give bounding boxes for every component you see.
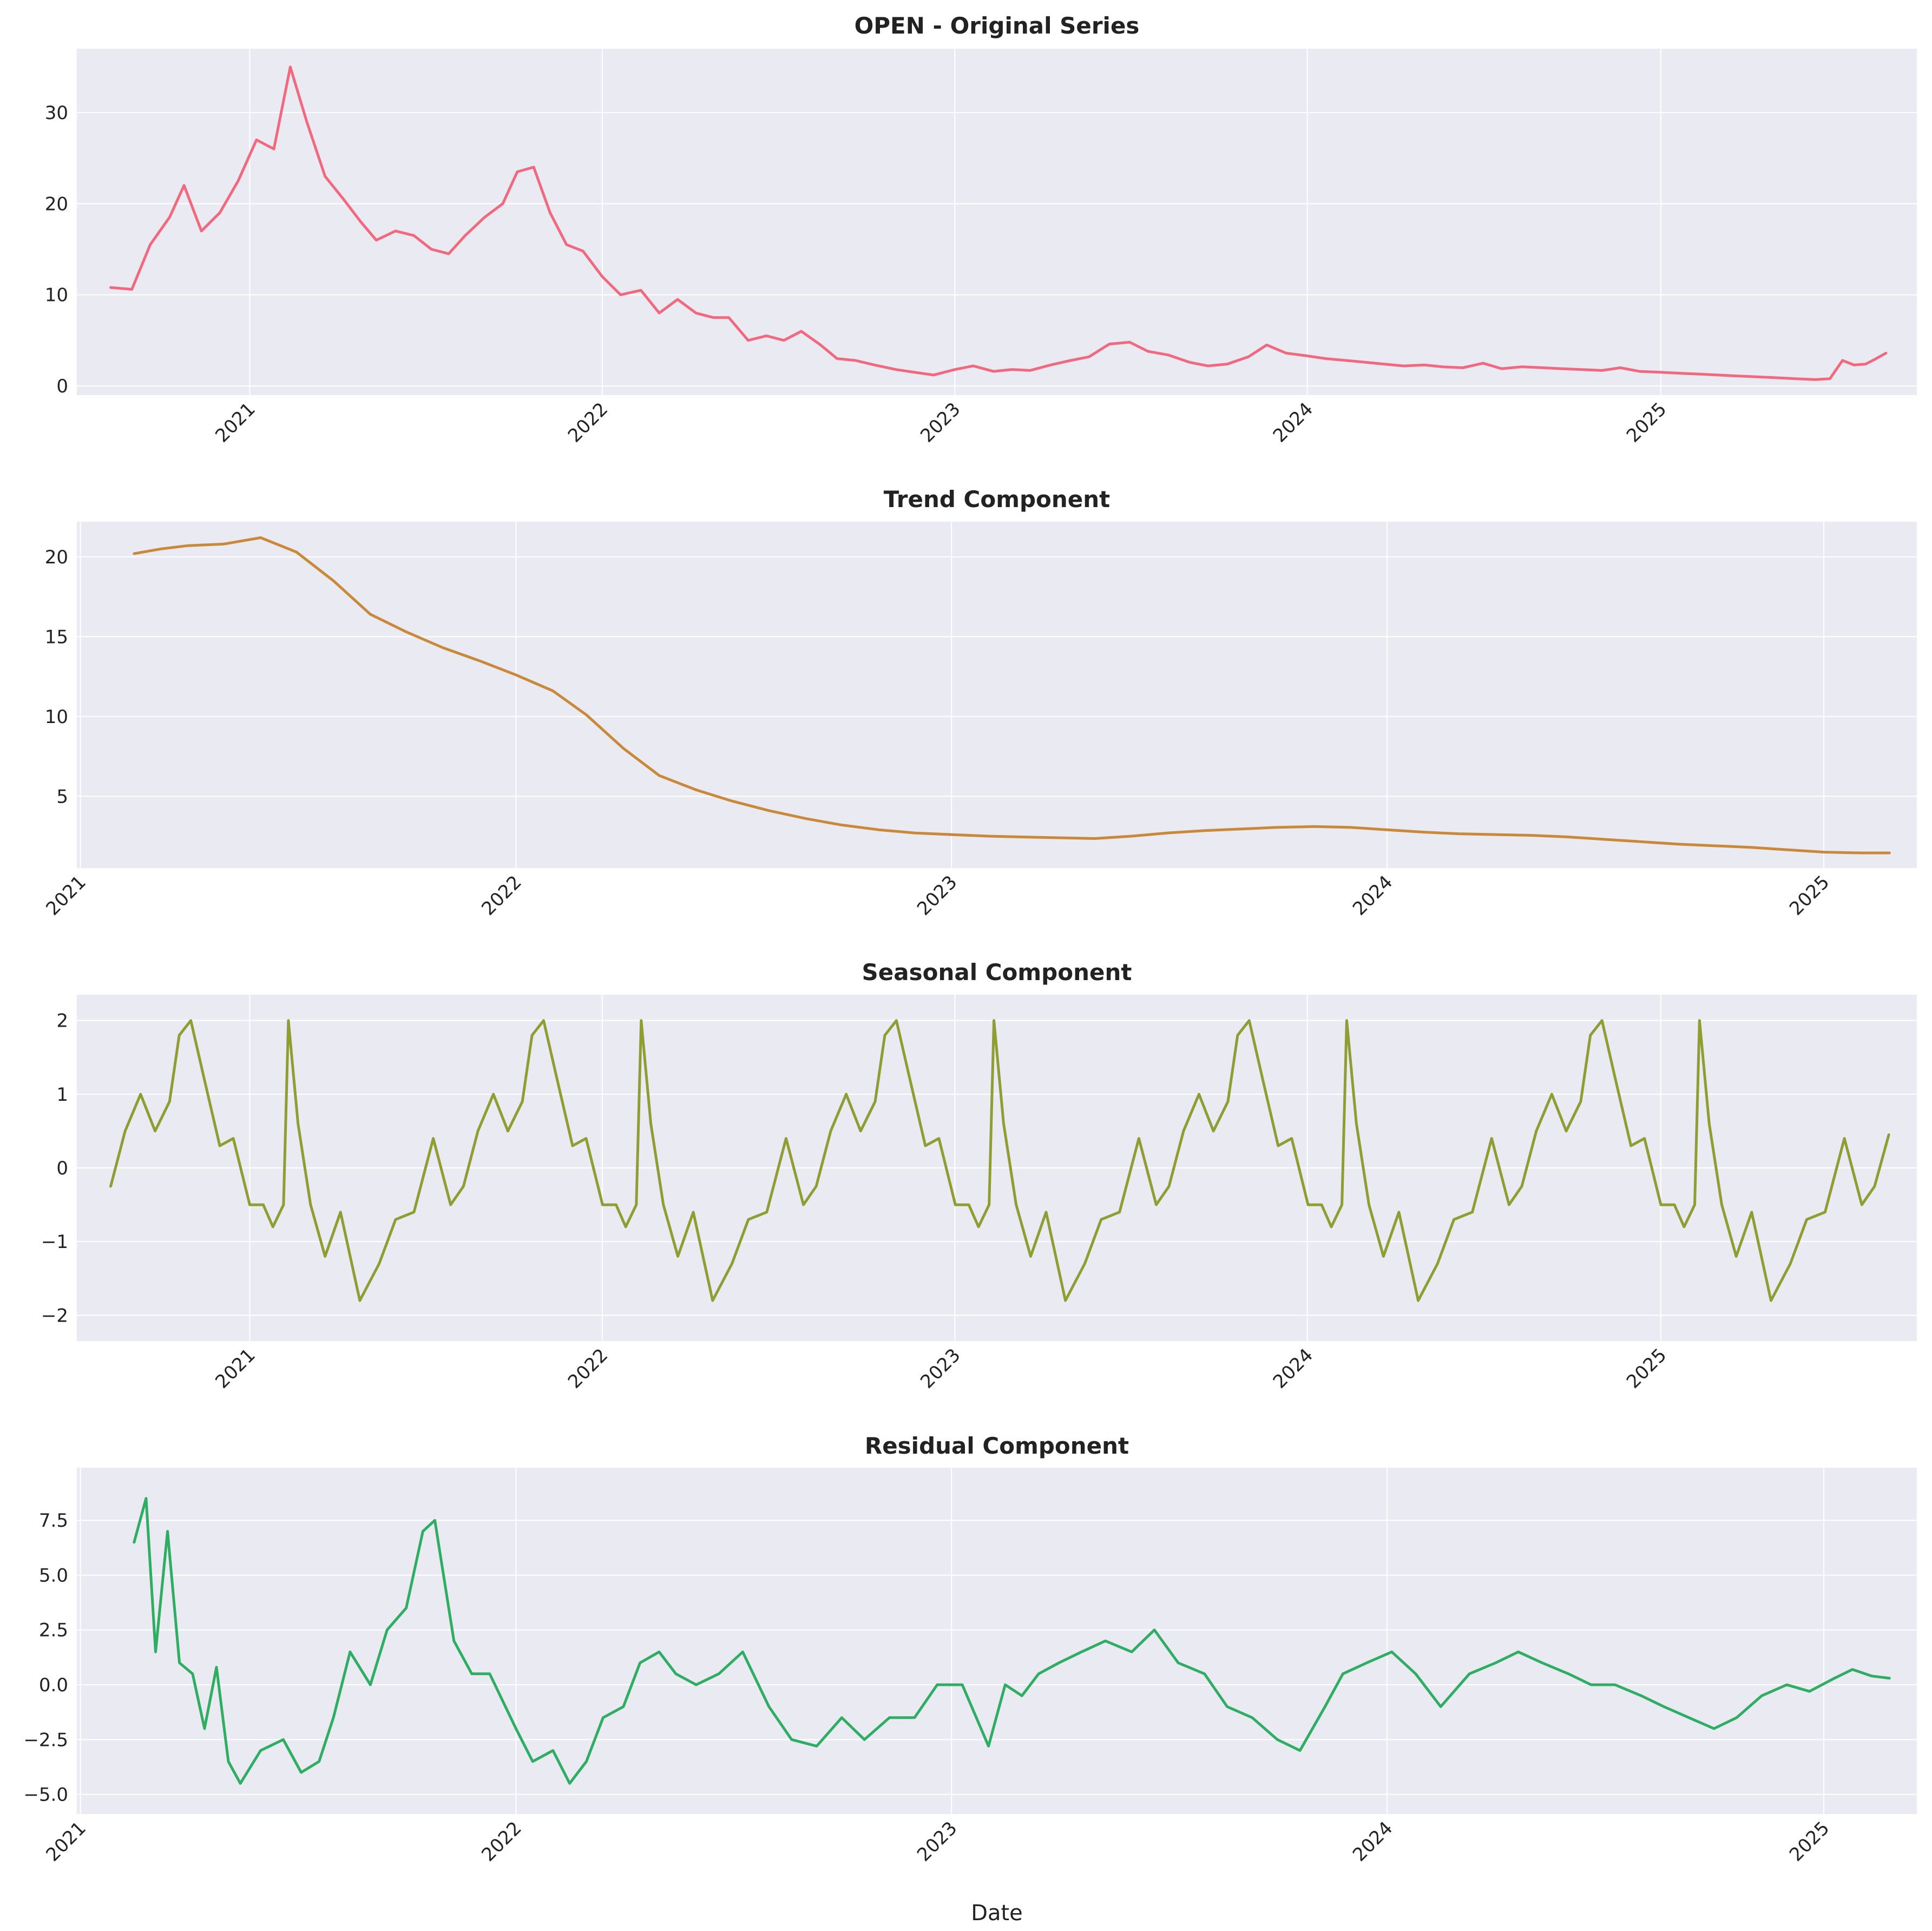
y-tick-label: 5.0: [39, 1565, 68, 1586]
y-tick-label: 1: [56, 1084, 68, 1106]
series-line: [109, 1019, 1890, 1302]
plot-area: [77, 522, 1917, 868]
plot-area: [77, 1468, 1917, 1814]
y-tick-label: 5: [56, 786, 68, 807]
panel-residual: Residual Component Date −5.0 −2.5 0.0 2.5 5.…: [23, 1433, 1917, 1926]
series-line: [109, 65, 1888, 381]
y-tick-label: 0: [56, 376, 68, 397]
y-tick-label: 0: [56, 1158, 68, 1179]
series-line: [133, 536, 1891, 855]
y-tick-label: 2.5: [39, 1620, 68, 1641]
y-tick-label: 0.0: [39, 1674, 68, 1696]
y-tick-label: 7.5: [39, 1510, 68, 1532]
y-tick-label: −5.0: [23, 1784, 68, 1806]
y-tick-label: 10: [45, 285, 68, 306]
y-tick-label: 2: [56, 1010, 68, 1032]
x-axis-label: Date: [971, 1901, 1023, 1926]
y-tick-label: −1: [41, 1231, 68, 1253]
y-tick-label: −2: [41, 1305, 68, 1326]
y-tick-label: 15: [45, 626, 68, 648]
panel-title: OPEN - Original Series: [855, 12, 1140, 39]
y-tick-label: 30: [45, 102, 68, 124]
y-tick-label: 20: [45, 193, 68, 215]
series-line: [133, 1497, 1891, 1785]
panel-title: Trend Component: [884, 486, 1110, 513]
y-tick-label: −2.5: [23, 1729, 68, 1751]
plot-area: [77, 49, 1917, 395]
y-tick-label: 20: [45, 547, 68, 568]
panel-title: Residual Component: [865, 1433, 1129, 1459]
y-tick-label: 10: [45, 706, 68, 728]
panel-title: Seasonal Component: [862, 959, 1132, 986]
